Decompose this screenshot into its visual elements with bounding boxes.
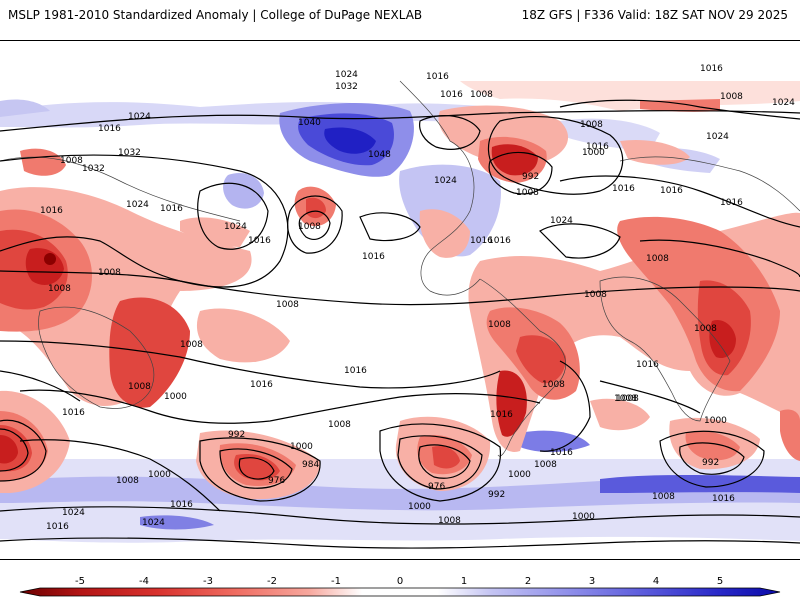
isobar-label: 976 — [428, 482, 445, 492]
isobar-label: 1016 — [160, 204, 183, 214]
isobar-label: 1008 — [534, 460, 557, 470]
colorbar-tick: -3 — [203, 576, 213, 587]
isobar-label: 1016 — [344, 366, 367, 376]
isobar-label: 1024 — [142, 518, 165, 528]
isobar-label: 1008 — [516, 188, 539, 198]
colorbar-tick: 0 — [396, 576, 404, 587]
isobar-label: 1000 — [164, 392, 187, 402]
isobar-label: 1008 — [180, 340, 203, 350]
isobar-label: 1008 — [276, 300, 299, 310]
isobar-label: 1000 — [704, 416, 727, 426]
isobar-label: 1024 — [772, 98, 795, 108]
isobar-label: 992 — [702, 458, 719, 468]
isobar-label: 1024 — [224, 222, 247, 232]
isobar-label: 1008 — [614, 394, 637, 404]
isobar-label: 1016 — [700, 64, 723, 74]
isobar-label: 1000 — [408, 502, 431, 512]
colorbar-tick: 1 — [460, 576, 468, 587]
isobar-label: 1000 — [508, 470, 531, 480]
isobar-label: 1016 — [712, 494, 735, 504]
header-bar: MSLP 1981-2010 Standardized Anomaly | Co… — [0, 0, 800, 32]
isobar-label: 992 — [488, 490, 505, 500]
isobar-label: 1040 — [298, 118, 321, 128]
isobar-label: 1024 — [126, 200, 149, 210]
isobar-label: 1016 — [426, 72, 449, 82]
isobar-label: 1008 — [60, 156, 83, 166]
colorbar-tick: 2 — [524, 576, 532, 587]
anomaly-map: 1024 1032 1016 1008 1016 1024 1016 1032 … — [0, 41, 800, 559]
negative-anomaly-shading — [0, 81, 800, 500]
isobar-label: 1008 — [652, 492, 675, 502]
isobar-label: 1032 — [82, 164, 105, 174]
isobar-label: 1048 — [368, 150, 391, 160]
isobar-label: 1000 — [572, 512, 595, 522]
isobar-label: 1008 — [98, 268, 121, 278]
isobar-label: 1016 — [98, 124, 121, 134]
isobar-label: 1008 — [488, 320, 511, 330]
valid-time: 18Z GFS | F336 Valid: 18Z SAT NOV 29 202… — [521, 8, 788, 22]
isobar-label: 1008 — [694, 324, 717, 334]
isobar-label: 1016 — [248, 236, 271, 246]
isobar-label: 1016 — [470, 236, 493, 246]
isobar-label: 1016 — [40, 206, 63, 216]
isobar-label: 1016 — [586, 142, 609, 152]
isobar-label: 1024 — [550, 216, 573, 226]
isobar-label: 1008 — [298, 222, 321, 232]
isobar-label: 1016 — [440, 90, 463, 100]
isobar-label: 1024 — [434, 176, 457, 186]
isobar-label: 1016 — [660, 186, 683, 196]
isobar-lines — [0, 99, 800, 549]
isobar-label: 1016 — [550, 448, 573, 458]
isobar-label: 976 — [268, 476, 285, 486]
isobar-label: 1016 — [720, 198, 743, 208]
colorbar-tick: -2 — [267, 576, 277, 587]
isobar-label: 1016 — [170, 500, 193, 510]
isobar-label: 1008 — [328, 420, 351, 430]
isobar-label: 1008 — [128, 382, 151, 392]
isobar-label: 1000 — [582, 148, 605, 158]
isobar-label: 1008 — [542, 380, 565, 390]
isobar-label: 1008 — [580, 120, 603, 130]
isobar-label: 1032 — [118, 148, 141, 158]
isobar-label: 1008 — [616, 394, 639, 404]
isobar-label: 1016 — [490, 410, 513, 420]
colorbar-tick: -5 — [75, 576, 85, 587]
isobar-label: 1016 — [488, 236, 511, 246]
isobar-label: 1024 — [62, 508, 85, 518]
isobar-label: 992 — [228, 430, 245, 440]
isobar-label: 1032 — [335, 82, 358, 92]
map-title: MSLP 1981-2010 Standardized Anomaly | Co… — [8, 8, 423, 22]
isobar-label: 992 — [522, 172, 539, 182]
isobar-labels: 1024 1032 1016 1008 1016 1024 1016 1032 … — [40, 64, 795, 532]
isobar-label: 1008 — [720, 92, 743, 102]
isobar-label: 1024 — [128, 112, 151, 122]
isobar-label: 1008 — [48, 284, 71, 294]
isobar-label: 1016 — [46, 522, 69, 532]
isobar-label: 1008 — [470, 90, 493, 100]
colorbar-tick: -4 — [139, 576, 149, 587]
isobar-label: 1016 — [250, 380, 273, 390]
isobar-label: 1008 — [646, 254, 669, 264]
isobar-label: 1016 — [62, 408, 85, 418]
isobar-label: 1016 — [362, 252, 385, 262]
colorbar-tick: 4 — [652, 576, 660, 587]
isobar-label: 1024 — [335, 70, 358, 80]
isobar-label: 1000 — [290, 442, 313, 452]
isobar-label: 1016 — [612, 184, 635, 194]
map-panel: 1024 1032 1016 1008 1016 1024 1016 1032 … — [0, 40, 800, 560]
isobar-label: 1008 — [584, 290, 607, 300]
colorbar-ramp — [19, 587, 781, 597]
isobar-label: 1024 — [706, 132, 729, 142]
isobar-label: 1000 — [148, 470, 171, 480]
colorbar-tick: 5 — [716, 576, 724, 587]
colorbar — [19, 587, 781, 597]
colorbar-tick: -1 — [331, 576, 341, 587]
isobar-label: 1008 — [116, 476, 139, 486]
isobar-label: 984 — [302, 460, 319, 470]
isobar-label: 1008 — [438, 516, 461, 526]
colorbar-tick: 3 — [588, 576, 596, 587]
isobar-label: 1016 — [636, 360, 659, 370]
